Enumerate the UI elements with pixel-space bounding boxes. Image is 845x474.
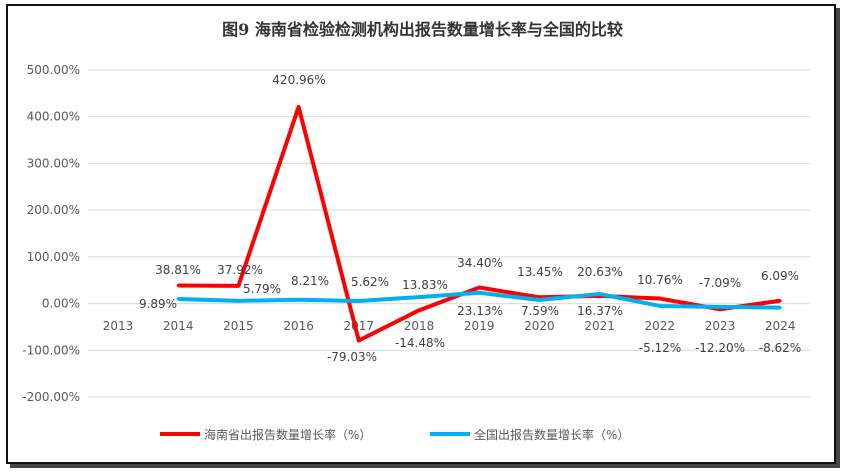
y-tick-label: -200.00% [22, 390, 80, 404]
x-tick-label: 2024 [765, 319, 796, 333]
data-label: 5.62% [351, 275, 389, 289]
data-label: 9.89% [139, 297, 177, 311]
data-point [718, 305, 722, 309]
legend-label: 海南省出报告数量增长率（%） [204, 427, 371, 442]
x-tick-label: 2014 [163, 319, 194, 333]
y-tick-label: -100.00% [22, 343, 80, 357]
data-point [357, 299, 361, 303]
data-point [477, 291, 481, 295]
data-label: 10.76% [637, 273, 683, 287]
x-tick-label: 2016 [283, 319, 314, 333]
x-tick-label: 2022 [645, 319, 676, 333]
data-label: 16.37% [577, 304, 623, 318]
data-label: 37.92% [217, 263, 263, 277]
y-tick-label: 200.00% [27, 203, 80, 217]
data-point [176, 283, 180, 287]
data-label: 34.40% [457, 256, 503, 270]
data-label: 5.79% [243, 282, 281, 296]
data-point [176, 297, 180, 301]
data-point [417, 295, 421, 299]
data-point [417, 308, 421, 312]
x-tick-label: 2023 [705, 319, 736, 333]
y-tick-label: 500.00% [27, 63, 80, 77]
x-tick-label: 2019 [464, 319, 495, 333]
data-label: -12.20% [695, 341, 745, 355]
data-point [297, 298, 301, 302]
data-label: 13.83% [402, 278, 448, 292]
data-label: 8.21% [291, 274, 329, 288]
data-label: 20.63% [577, 265, 623, 279]
data-point [778, 306, 782, 310]
data-label: -7.09% [699, 276, 741, 290]
data-label: 38.81% [155, 263, 201, 277]
data-point [477, 286, 481, 290]
x-tick-label: 2021 [584, 319, 615, 333]
data-point [537, 298, 541, 302]
y-tick-label: 100.00% [27, 250, 80, 264]
data-point [297, 105, 301, 109]
x-tick-label: 2013 [103, 319, 134, 333]
y-tick-label: 400.00% [27, 110, 80, 124]
y-tick-label: 0.00% [42, 297, 80, 311]
data-label: 420.96% [272, 73, 325, 87]
data-point [598, 292, 602, 296]
data-point [778, 299, 782, 303]
data-label: -5.12% [639, 341, 681, 355]
data-point [658, 297, 662, 301]
y-tick-label: 300.00% [27, 156, 80, 170]
data-label: -79.03% [327, 350, 377, 364]
data-point [357, 338, 361, 342]
data-point [236, 299, 240, 303]
data-point [658, 304, 662, 308]
data-label: -14.48% [395, 336, 445, 350]
data-label: 6.09% [761, 269, 799, 283]
x-tick-label: 2020 [524, 319, 555, 333]
chart-frame [6, 4, 836, 464]
data-label: 7.59% [521, 304, 559, 318]
data-label: 23.13% [457, 304, 503, 318]
x-tick-label: 2018 [404, 319, 435, 333]
data-point [236, 284, 240, 288]
x-tick-label: 2015 [223, 319, 254, 333]
chart-title: 图9 海南省检验检测机构出报告数量增长率与全国的比较 [222, 20, 623, 39]
data-label: 13.45% [517, 265, 563, 279]
legend-label: 全国出报告数量增长率（%） [474, 427, 629, 442]
x-tick-label: 2017 [344, 319, 375, 333]
data-label: -8.62% [759, 341, 801, 355]
